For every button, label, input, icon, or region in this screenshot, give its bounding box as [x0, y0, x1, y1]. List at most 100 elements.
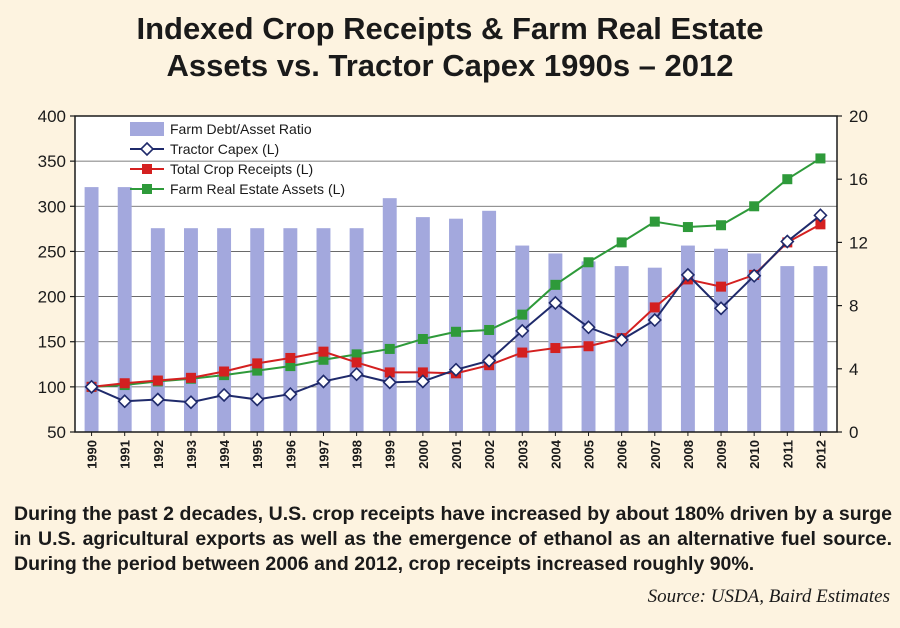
point-total-crop-receipts-l — [716, 281, 727, 292]
point-farm-real-estate-assets-l — [351, 349, 362, 360]
y-tick-label-left: 100 — [38, 378, 66, 397]
legend-label: Total Crop Receipts (L) — [170, 161, 313, 177]
title-line-2: Assets vs. Tractor Capex 1990s – 2012 — [166, 48, 734, 83]
point-tractor-capex-l — [183, 395, 199, 410]
bar-debt-asset — [482, 210, 497, 432]
point-total-crop-receipts-l — [185, 372, 196, 383]
source-note: Source: USDA, Baird Estimates — [647, 586, 890, 607]
y-tick-label-left: 350 — [38, 152, 66, 171]
x-tick-label: 2002 — [482, 440, 497, 469]
point-tractor-capex-l — [680, 267, 696, 283]
point-farm-real-estate-assets-l — [682, 222, 693, 233]
bar-debt-asset — [217, 228, 232, 432]
point-tractor-capex-l — [216, 387, 232, 403]
point-farm-real-estate-assets-l — [782, 174, 793, 185]
x-tick-label: 1993 — [184, 440, 199, 469]
x-tick-label: 1996 — [283, 440, 298, 469]
y-tick-label-left: 400 — [38, 107, 66, 126]
point-total-crop-receipts-l — [815, 219, 826, 230]
bar-debt-asset — [283, 228, 298, 432]
y-tick-label-right: 12 — [849, 233, 868, 252]
legend-swatch-bar — [130, 122, 164, 136]
x-axis: 1990 1991 1992 1993 1994 1995 1996 1997 1998 1999… — [85, 432, 828, 469]
x-tick-label: 2003 — [515, 440, 530, 469]
chart-title: Indexed Crop Receipts & Farm Real Estate… — [0, 10, 900, 84]
point-tractor-capex-l — [84, 379, 99, 394]
point-total-crop-receipts-l — [417, 367, 428, 378]
x-tick-label: 2000 — [416, 440, 431, 469]
x-tick-label: 1991 — [118, 440, 133, 469]
point-tractor-capex-l — [415, 374, 431, 389]
point-farm-real-estate-assets-l — [484, 324, 495, 335]
point-total-crop-receipts-l — [119, 378, 130, 389]
bar-debt-asset — [316, 228, 331, 432]
point-tractor-capex-l — [581, 320, 596, 335]
point-farm-real-estate-assets-l — [318, 354, 329, 365]
point-total-crop-receipts-l — [384, 367, 395, 378]
point-tractor-capex-l — [250, 392, 265, 407]
x-tick-label: 2005 — [582, 440, 597, 469]
x-tick-label: 2010 — [747, 440, 762, 469]
point-tractor-capex-l — [150, 392, 165, 407]
x-tick-label: 1990 — [85, 440, 100, 469]
point-total-crop-receipts-l — [219, 366, 230, 377]
point-farm-real-estate-assets-l — [417, 334, 428, 345]
y-axis-right: 20 16 12 8 4 0 — [837, 107, 868, 442]
x-tick-label: 2008 — [681, 440, 696, 469]
legend: Farm Debt/Asset Ratio Tractor Capex (L) To… — [130, 121, 345, 197]
bar-debt-asset — [714, 248, 729, 432]
point-farm-real-estate-assets-l — [252, 365, 263, 376]
x-tick-label: 2007 — [648, 440, 663, 469]
y-tick-label-left: 300 — [38, 197, 66, 216]
point-total-crop-receipts-l — [252, 358, 263, 369]
x-tick-label: 2011 — [780, 440, 795, 468]
legend-marker — [139, 141, 155, 157]
bar-debt-asset — [382, 198, 397, 432]
point-tractor-capex-l — [780, 234, 795, 249]
point-farm-real-estate-assets-l — [583, 257, 594, 268]
bar-debt-asset — [250, 228, 265, 432]
point-tractor-capex-l — [283, 386, 298, 402]
point-farm-real-estate-assets-l — [616, 237, 627, 248]
legend-label: Farm Real Estate Assets (L) — [170, 181, 345, 197]
y-tick-label-left: 250 — [38, 242, 66, 261]
point-total-crop-receipts-l — [550, 343, 561, 354]
bar-debt-asset — [515, 245, 530, 432]
bar-series-debt-asset — [84, 187, 828, 432]
x-tick-label: 1992 — [151, 440, 166, 469]
bar-debt-asset — [349, 228, 364, 432]
point-farm-real-estate-assets-l — [649, 216, 660, 227]
point-tractor-capex-l — [382, 375, 397, 390]
point-total-crop-receipts-l — [583, 341, 594, 352]
bar-debt-asset — [548, 253, 563, 432]
bar-debt-asset — [449, 218, 463, 432]
x-tick-label: 2009 — [714, 440, 729, 469]
legend-marker — [142, 164, 152, 174]
y-tick-label-left: 200 — [38, 288, 66, 307]
point-tractor-capex-l — [515, 323, 530, 339]
x-tick-label: 1994 — [217, 439, 232, 469]
bar-debt-asset — [84, 187, 99, 432]
x-tick-label: 1999 — [383, 440, 398, 469]
point-tractor-capex-l — [614, 332, 629, 348]
point-tractor-capex-l — [316, 374, 331, 389]
point-tractor-capex-l — [747, 268, 762, 283]
bar-debt-asset — [117, 187, 132, 432]
point-farm-real-estate-assets-l — [749, 201, 760, 212]
bar-debt-asset — [680, 245, 695, 432]
x-tick-label: 1998 — [350, 440, 365, 469]
point-total-crop-receipts-l — [649, 302, 660, 313]
x-tick-label: 1997 — [316, 440, 331, 469]
y-tick-label-right: 4 — [849, 360, 858, 379]
point-tractor-capex-l — [713, 301, 729, 316]
x-tick-label: 2006 — [615, 440, 630, 469]
point-tractor-capex-l — [117, 394, 132, 409]
legend-marker — [142, 184, 152, 194]
point-tractor-capex-l — [647, 312, 662, 328]
point-tractor-capex-l — [813, 208, 828, 223]
y-tick-label-right: 0 — [849, 423, 858, 442]
bar-debt-asset — [614, 266, 629, 432]
bar-debt-asset — [747, 253, 762, 432]
x-tick-label: 1995 — [250, 440, 265, 469]
